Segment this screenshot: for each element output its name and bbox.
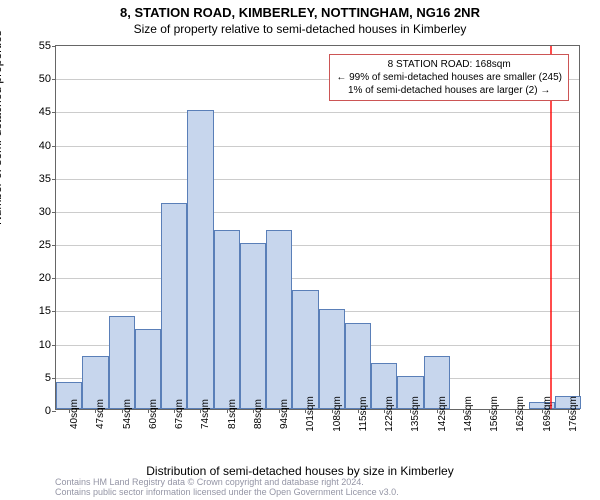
ytick-label: 30 <box>39 206 51 218</box>
gridline <box>56 245 579 246</box>
ytick-mark <box>52 278 56 279</box>
xtick-label: 47sqm <box>95 399 106 429</box>
chart-plot-area: 051015202530354045505540sqm47sqm54sqm60s… <box>55 45 580 410</box>
footer-line2: Contains public sector information licen… <box>55 488 399 498</box>
xtick-mark <box>200 409 201 413</box>
xtick-label: 149sqm <box>463 396 474 432</box>
xtick-mark <box>227 409 228 413</box>
xtick-label: 74sqm <box>200 399 211 429</box>
info-box-line3: 1% of semi-detached houses are larger (2… <box>336 84 562 97</box>
ytick-mark <box>52 212 56 213</box>
xtick-label: 67sqm <box>174 399 185 429</box>
ytick-mark <box>52 378 56 379</box>
histogram-bar <box>214 230 240 409</box>
xtick-mark <box>358 409 359 413</box>
chart-title-sub: Size of property relative to semi-detach… <box>0 22 600 36</box>
ytick-label: 25 <box>39 239 51 251</box>
xtick-mark <box>253 409 254 413</box>
xtick-mark <box>305 409 306 413</box>
gridline <box>56 179 579 180</box>
xtick-mark <box>332 409 333 413</box>
ytick-label: 55 <box>39 40 51 52</box>
gridline <box>56 212 579 213</box>
xtick-mark <box>279 409 280 413</box>
ytick-label: 10 <box>39 339 51 351</box>
xtick-mark <box>148 409 149 413</box>
ytick-mark <box>52 146 56 147</box>
xtick-label: 142sqm <box>437 396 448 432</box>
gridline <box>56 112 579 113</box>
ytick-label: 20 <box>39 272 51 284</box>
footer-attribution: Contains HM Land Registry data © Crown c… <box>55 478 399 498</box>
histogram-bar <box>187 110 213 409</box>
info-box: 8 STATION ROAD: 168sqm← 99% of semi-deta… <box>329 54 569 101</box>
chart-title-main: 8, STATION ROAD, KIMBERLEY, NOTTINGHAM, … <box>0 5 600 20</box>
xtick-label: 156sqm <box>489 396 500 432</box>
xtick-mark <box>384 409 385 413</box>
y-axis-label: Number of semi-detached properties <box>0 30 4 225</box>
xtick-mark <box>542 409 543 413</box>
histogram-bar <box>135 329 161 409</box>
xtick-label: 135sqm <box>410 396 421 432</box>
xtick-label: 101sqm <box>305 396 316 432</box>
ytick-mark <box>52 311 56 312</box>
x-axis-label: Distribution of semi-detached houses by … <box>0 464 600 478</box>
xtick-label: 108sqm <box>332 396 343 432</box>
xtick-label: 115sqm <box>358 397 369 432</box>
histogram-bar <box>161 203 187 409</box>
ytick-label: 5 <box>45 372 51 384</box>
ytick-mark <box>52 411 56 412</box>
histogram-bar <box>240 243 266 409</box>
ytick-label: 50 <box>39 73 51 85</box>
ytick-label: 40 <box>39 140 51 152</box>
ytick-mark <box>52 112 56 113</box>
xtick-label: 176sqm <box>568 396 579 432</box>
ytick-label: 15 <box>39 305 51 317</box>
ytick-label: 45 <box>39 106 51 118</box>
gridline <box>56 278 579 279</box>
xtick-label: 88sqm <box>253 399 264 429</box>
histogram-bar <box>319 309 345 409</box>
ytick-mark <box>52 46 56 47</box>
xtick-label: 60sqm <box>148 399 159 429</box>
ytick-label: 35 <box>39 173 51 185</box>
xtick-mark <box>515 409 516 413</box>
xtick-mark <box>95 409 96 413</box>
xtick-label: 122sqm <box>384 396 395 432</box>
histogram-bar <box>292 290 318 409</box>
ytick-mark <box>52 179 56 180</box>
info-box-line1: 8 STATION ROAD: 168sqm <box>336 58 562 71</box>
xtick-label: 40sqm <box>69 399 80 429</box>
ytick-mark <box>52 79 56 80</box>
info-box-line2: ← 99% of semi-detached houses are smalle… <box>336 71 562 84</box>
xtick-mark <box>463 409 464 413</box>
gridline <box>56 146 579 147</box>
ytick-mark <box>52 345 56 346</box>
xtick-mark <box>568 409 569 413</box>
xtick-label: 54sqm <box>122 399 133 429</box>
xtick-mark <box>122 409 123 413</box>
histogram-bar <box>266 230 292 409</box>
ytick-label: 0 <box>45 405 51 417</box>
xtick-mark <box>489 409 490 413</box>
ytick-mark <box>52 245 56 246</box>
xtick-label: 162sqm <box>515 396 526 432</box>
xtick-mark <box>174 409 175 413</box>
xtick-label: 94sqm <box>279 399 290 429</box>
xtick-mark <box>410 409 411 413</box>
xtick-mark <box>69 409 70 413</box>
xtick-mark <box>437 409 438 413</box>
histogram-bar <box>109 316 135 409</box>
xtick-label: 81sqm <box>227 399 238 429</box>
